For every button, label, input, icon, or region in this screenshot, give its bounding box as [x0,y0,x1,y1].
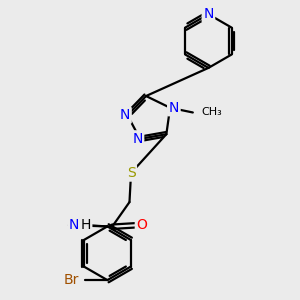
Text: N: N [69,218,80,232]
Text: N: N [169,101,179,115]
Text: N: N [132,132,143,146]
Text: Br: Br [64,273,79,287]
Text: S: S [127,166,135,180]
Text: CH₃: CH₃ [202,107,222,118]
Text: N: N [203,7,214,21]
Text: O: O [136,218,147,232]
Text: H: H [80,218,91,232]
Text: N: N [120,108,130,122]
